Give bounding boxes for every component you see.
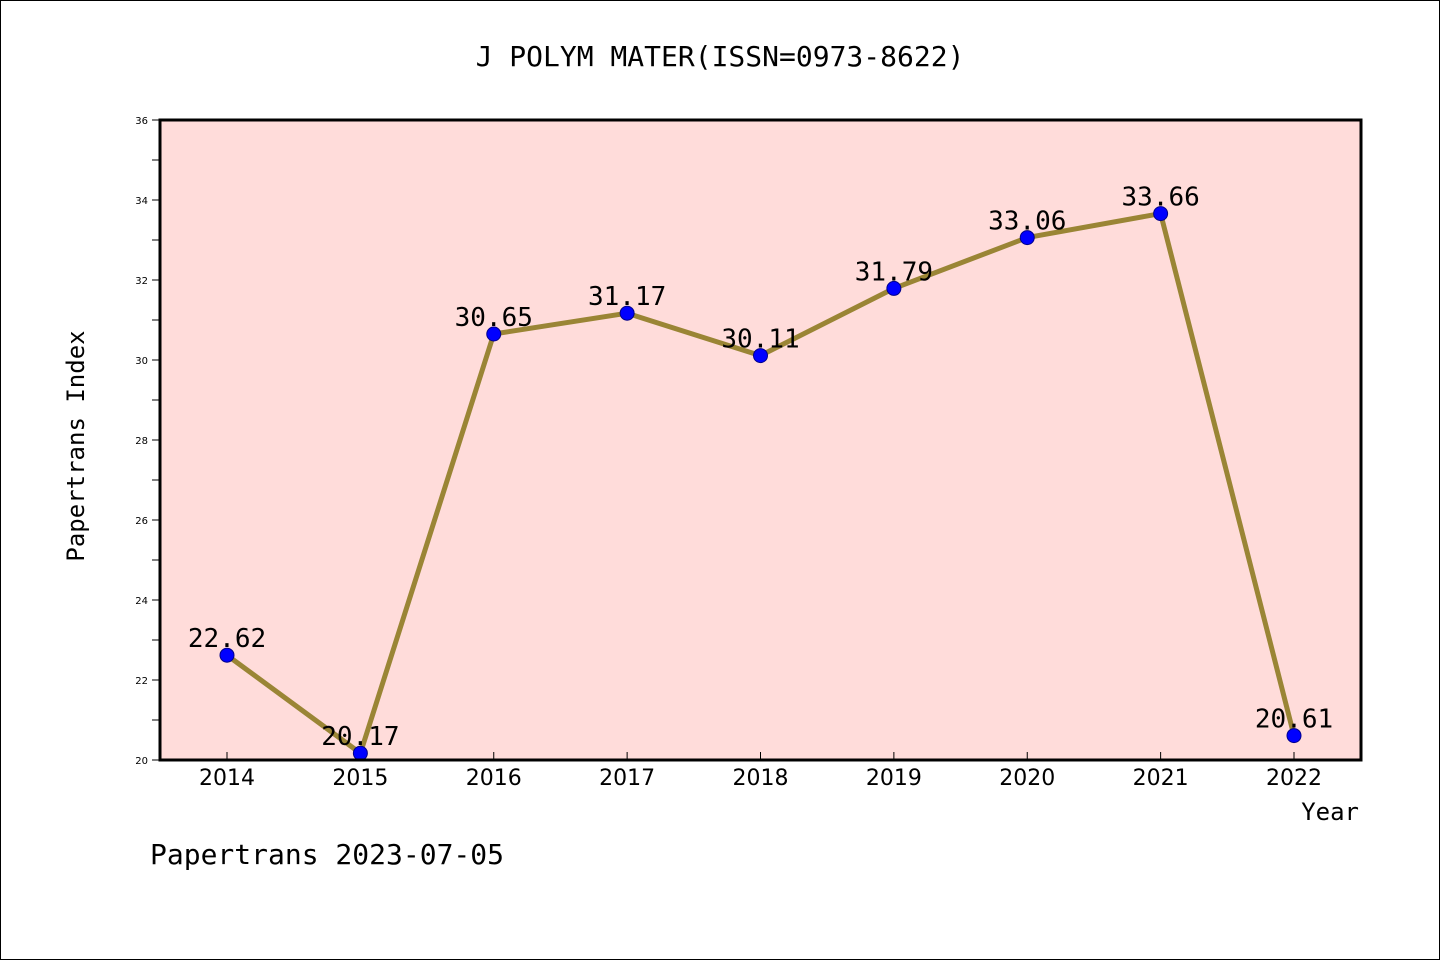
x-tick-label: 2018 [733,766,789,791]
y-tick-label: 30 [135,356,148,367]
data-point-label: 31.79 [855,257,933,287]
data-point-marker [753,348,768,364]
x-tick-label: 2014 [199,766,255,791]
data-markers [219,206,1302,761]
plot-area [160,120,1361,760]
y-tick-label: 26 [135,516,148,527]
data-point-marker [1286,728,1302,744]
x-axis-ticks: 2014 2015 2016 2017 2018 2019 2020 2021 2022 [199,752,1322,791]
x-tick-label: 2020 [999,766,1055,791]
y-axis-ticks: 20 22 24 26 28 30 32 34 36 [135,116,160,767]
x-tick-label: 2019 [866,766,922,791]
data-point-marker [219,647,235,663]
y-tick-label: 20 [135,756,148,767]
data-point-label: 31.17 [588,282,666,312]
x-tick-label: 2017 [599,766,655,791]
data-point-label: 30.11 [721,325,799,355]
y-axis-label: Papertrans Index [62,330,90,561]
y-tick-label: 24 [135,596,148,607]
data-labels: 22.62 20.17 30.65 31.17 30.11 31.79 33.06 33.66… [188,183,1333,753]
data-point-label: 22.62 [188,624,266,654]
y-tick-label: 34 [135,196,148,207]
data-point-label: 20.17 [321,722,399,752]
data-point-marker [1019,230,1035,246]
x-tick-label: 2021 [1133,766,1189,791]
x-tick-label: 2022 [1266,766,1322,791]
x-axis-label: Year [1301,798,1359,826]
data-point-marker [619,305,635,321]
x-tick-label: 2016 [466,766,522,791]
x-tick-label: 2015 [332,766,388,791]
plot-border [158,118,1363,762]
chart-title: J POLYM MATER(ISSN=0973-8622) [476,40,965,73]
y-tick-label: 28 [135,436,148,447]
data-point-marker [1153,206,1169,222]
data-point-label: 33.66 [1121,183,1199,213]
data-point-label: 30.65 [455,303,533,333]
data-point-marker [486,326,502,342]
y-tick-label: 22 [135,676,148,687]
y-tick-label: 32 [135,276,148,287]
footer-text: Papertrans 2023-07-05 [150,838,504,871]
data-point-label: 33.06 [988,207,1066,237]
y-tick-label: 36 [135,116,148,127]
data-point-label: 20.61 [1255,705,1333,735]
data-point-marker [886,280,902,296]
